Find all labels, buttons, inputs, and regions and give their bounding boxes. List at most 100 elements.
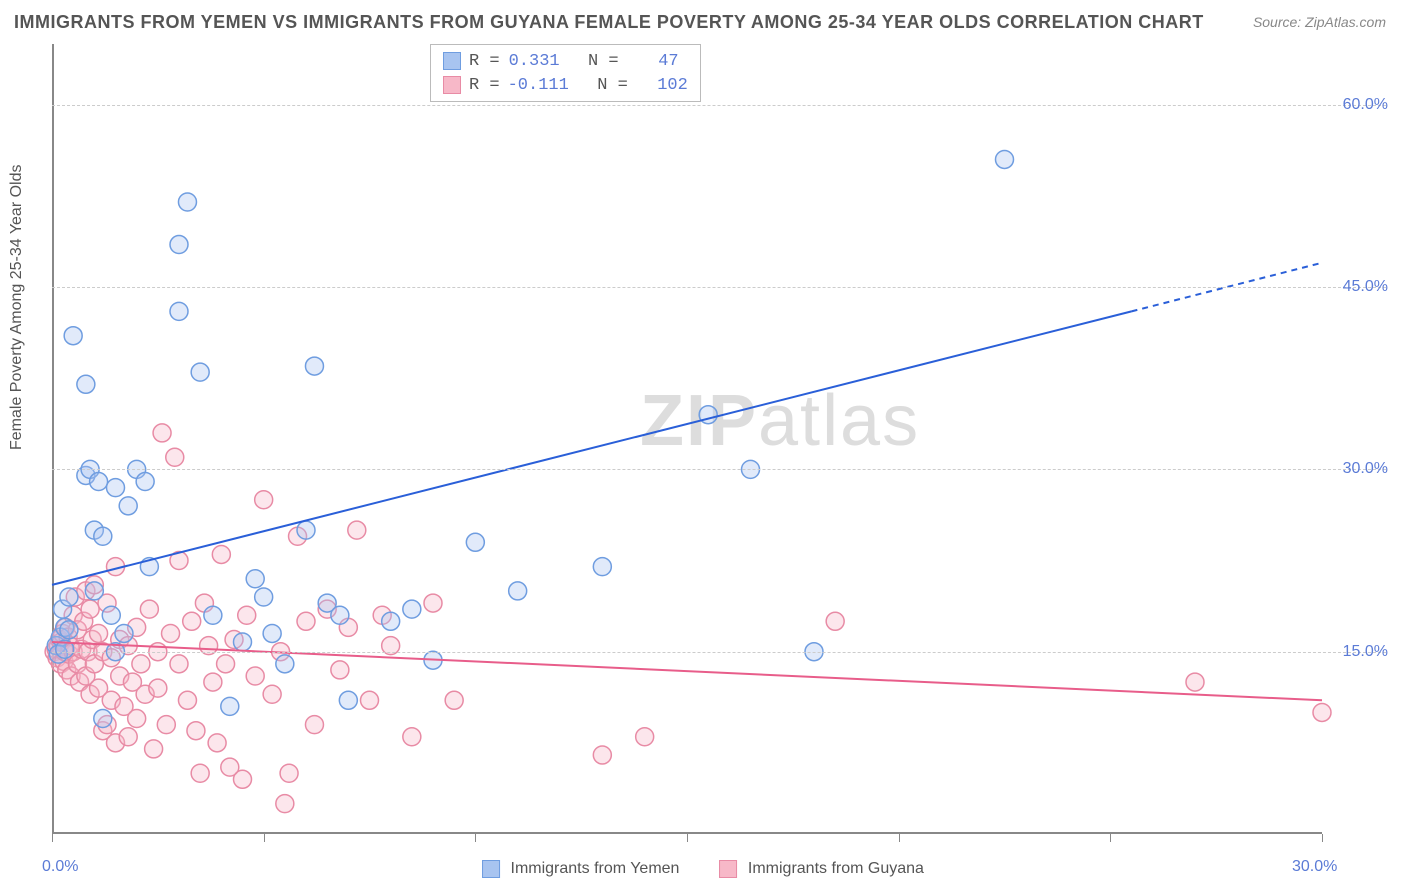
legend-label-0: Immigrants from Yemen [510, 860, 679, 877]
data-point [119, 497, 137, 515]
y-tick-label: 45.0% [1343, 278, 1388, 296]
chart-title: IMMIGRANTS FROM YEMEN VS IMMIGRANTS FROM… [14, 12, 1204, 33]
data-point [140, 600, 158, 618]
x-tick [1110, 834, 1111, 842]
data-point [403, 728, 421, 746]
data-point [149, 679, 167, 697]
y-tick-label: 30.0% [1343, 460, 1388, 478]
stats-n-label: N = [568, 52, 619, 71]
data-point [305, 357, 323, 375]
data-point [255, 491, 273, 509]
data-point [1186, 673, 1204, 691]
x-tick-label: 0.0% [42, 858, 78, 876]
stats-legend-box: R = 0.331 N = 47 R = -0.111 N = 102 [430, 44, 701, 102]
data-point [170, 236, 188, 254]
data-point [238, 606, 256, 624]
data-point [305, 716, 323, 734]
data-point [204, 673, 222, 691]
data-point [208, 734, 226, 752]
data-point [178, 193, 196, 211]
data-point [128, 710, 146, 728]
stats-r-value-1: -0.111 [508, 76, 569, 95]
stats-r-label: R = [469, 76, 500, 95]
data-point [170, 302, 188, 320]
y-axis-label: Female Poverty Among 25-34 Year Olds [8, 165, 26, 451]
data-point [1313, 703, 1331, 721]
x-tick [1322, 834, 1323, 842]
gridline [52, 105, 1386, 106]
data-point [509, 582, 527, 600]
stats-n-value-0: 47 [627, 52, 679, 71]
data-point [157, 716, 175, 734]
data-point [263, 624, 281, 642]
x-tick [475, 834, 476, 842]
x-tick [899, 834, 900, 842]
data-point [382, 612, 400, 630]
data-point [424, 594, 442, 612]
data-point [297, 521, 315, 539]
data-point [280, 764, 298, 782]
data-point [593, 558, 611, 576]
source-label: Source: ZipAtlas.com [1253, 14, 1386, 30]
data-point [94, 527, 112, 545]
data-point [136, 473, 154, 491]
data-point [826, 612, 844, 630]
swatch-series-0 [443, 52, 461, 70]
legend-swatch-1 [719, 860, 737, 878]
data-point [212, 545, 230, 563]
data-point [187, 722, 205, 740]
bottom-legend: Immigrants from Yemen Immigrants from Gu… [482, 860, 924, 878]
data-point [331, 661, 349, 679]
data-point [77, 375, 95, 393]
data-point [102, 606, 120, 624]
gridline [52, 287, 1386, 288]
x-tick-label: 30.0% [1292, 858, 1337, 876]
y-tick-label: 60.0% [1343, 96, 1388, 114]
data-point [115, 624, 133, 642]
data-point [445, 691, 463, 709]
x-tick [52, 834, 53, 842]
data-point [183, 612, 201, 630]
data-point [361, 691, 379, 709]
data-point [81, 600, 99, 618]
data-point [64, 327, 82, 345]
data-point [178, 691, 196, 709]
data-point [119, 728, 137, 746]
data-point [170, 655, 188, 673]
stats-n-label: N = [577, 76, 628, 95]
data-point [331, 606, 349, 624]
data-point [153, 424, 171, 442]
data-point [191, 363, 209, 381]
data-point [593, 746, 611, 764]
data-point [85, 582, 103, 600]
data-point [339, 691, 357, 709]
data-point [90, 624, 108, 642]
gridline [52, 469, 1386, 470]
stats-row-series-1: R = -0.111 N = 102 [443, 73, 688, 97]
stats-r-value-0: 0.331 [508, 52, 560, 71]
data-point [145, 740, 163, 758]
data-point [297, 612, 315, 630]
y-tick-label: 15.0% [1343, 643, 1388, 661]
data-point [204, 606, 222, 624]
legend-item-0: Immigrants from Yemen [482, 860, 679, 878]
data-point [276, 655, 294, 673]
legend-item-1: Immigrants from Guyana [719, 860, 924, 878]
x-tick [687, 834, 688, 842]
data-point [246, 570, 264, 588]
data-point [263, 685, 281, 703]
data-point [276, 795, 294, 813]
data-point [996, 150, 1014, 168]
data-point [403, 600, 421, 618]
stats-n-value-1: 102 [636, 76, 688, 95]
data-point [94, 710, 112, 728]
stats-r-label: R = [469, 52, 500, 71]
data-point [60, 588, 78, 606]
chart-svg [52, 44, 1322, 834]
data-point [466, 533, 484, 551]
legend-label-1: Immigrants from Guyana [748, 860, 924, 877]
stats-row-series-0: R = 0.331 N = 47 [443, 49, 688, 73]
data-point [107, 479, 125, 497]
data-point [60, 621, 78, 639]
data-point [132, 655, 150, 673]
